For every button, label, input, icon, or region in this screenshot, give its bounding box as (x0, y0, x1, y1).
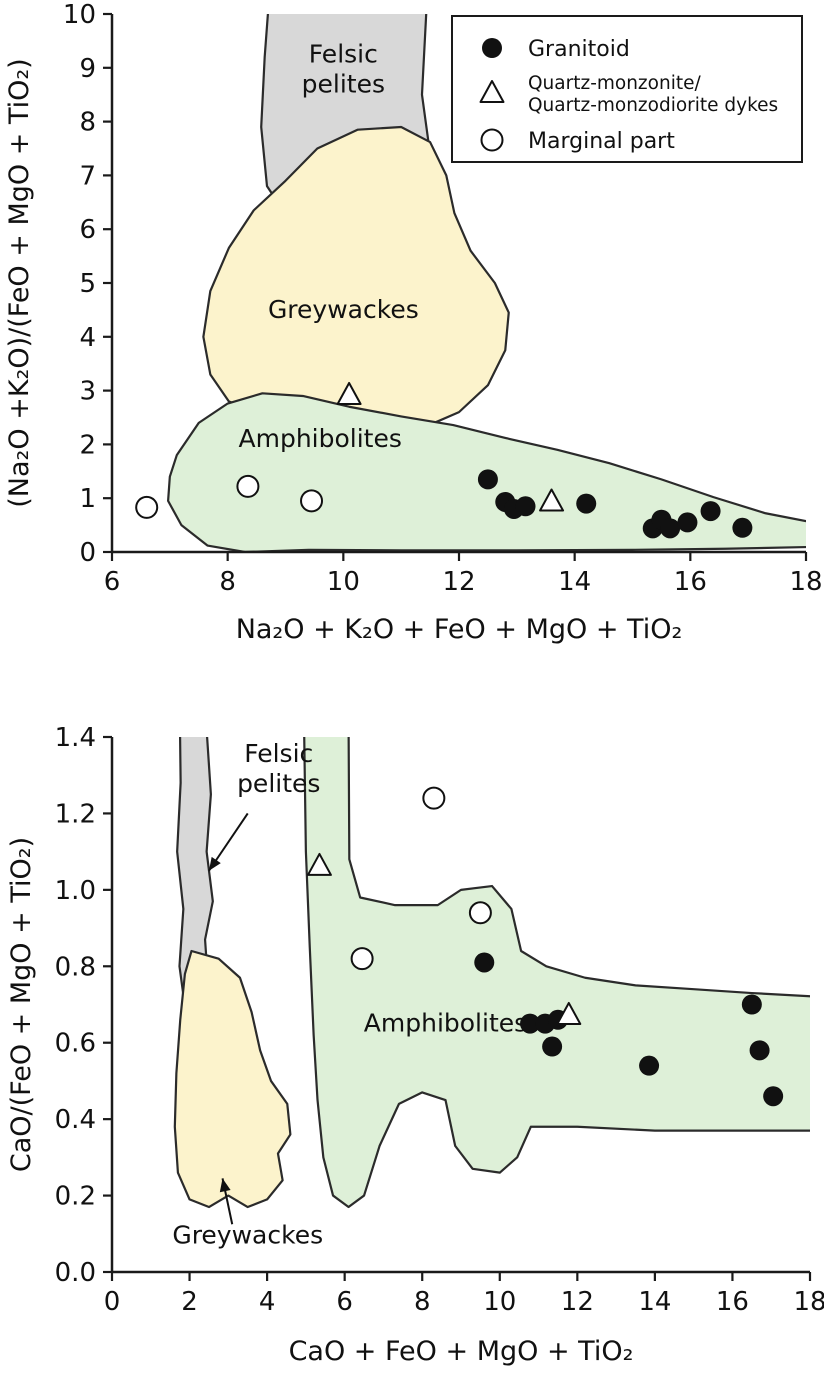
felsic-pelites-label: Felsic (309, 39, 378, 68)
y-tick-label: 0.8 (55, 952, 96, 982)
granitoid-point (477, 469, 498, 490)
marginal-point (300, 489, 324, 513)
y-tick-label: 2 (79, 430, 96, 460)
x-tick-label: 10 (483, 1287, 516, 1317)
x-axis-title: Na₂O + K₂O + FeO + MgO + TiO₂ (236, 614, 683, 645)
dykes-point (306, 852, 332, 876)
x-tick-label: 12 (442, 567, 475, 597)
y-tick-label: 0.2 (55, 1182, 96, 1212)
marginal-point (422, 786, 446, 810)
x-tick-label: 4 (259, 1287, 276, 1317)
x-tick-label: 8 (414, 1287, 431, 1317)
granitoid-point (520, 1013, 541, 1034)
granitoid-point (639, 1055, 660, 1076)
x-tick-label: 6 (336, 1287, 353, 1317)
region-amphibolites (303, 737, 810, 1209)
granitoid-point (763, 1086, 784, 1107)
region-amphibolites (166, 392, 806, 552)
granitoid-point (732, 517, 753, 538)
y-tick-label: 5 (79, 269, 96, 299)
marginal-point (468, 901, 492, 925)
x-tick-label: 16 (674, 567, 707, 597)
y-tick-label: 3 (79, 377, 96, 407)
granitoid-point (700, 501, 721, 522)
x-axis-title: CaO + FeO + MgO + TiO₂ (289, 1336, 634, 1367)
x-tick-label: 16 (716, 1287, 749, 1317)
x-tick-label: 8 (219, 567, 236, 597)
y-tick-label: 7 (79, 161, 96, 191)
legend-granitoid-label: Granitoid (528, 37, 630, 62)
x-tick-label: 12 (561, 1287, 594, 1317)
regions-layer (173, 737, 810, 1209)
y-tick-label: 4 (79, 323, 96, 353)
granitoid-point (542, 1036, 563, 1057)
felsic-pelites-label: pelites (302, 69, 385, 98)
x-tick-label: 14 (638, 1287, 671, 1317)
felsic-pelites-annotation: pelites (237, 769, 320, 798)
dykes-point (336, 381, 362, 405)
felsic-pelites-annotation-arrow-head (208, 856, 221, 871)
x-tick-label: 14 (558, 567, 591, 597)
legend-dykes-marker (479, 80, 505, 103)
marginal-point (236, 474, 260, 498)
amphibolites-label: Amphibolites (239, 424, 402, 453)
granitoid-point (660, 518, 681, 539)
x-tick-label: 10 (327, 567, 360, 597)
legend-dykes-label: Quartz-monzodiorite dykes (528, 95, 778, 116)
y-tick-label: 0.4 (55, 1105, 96, 1135)
y-tick-label: 9 (79, 54, 96, 84)
region-greywackes (202, 125, 510, 434)
y-tick-label: 0 (79, 538, 96, 568)
x-tick-label: 18 (789, 567, 822, 597)
legend-marginal-marker (480, 128, 504, 152)
y-axis-title: CaO/(FeO + MgO + TiO₂) (6, 837, 37, 1172)
granitoid-point (576, 493, 597, 514)
greywackes-annotation-arrow-head (219, 1178, 231, 1193)
legend-marginal-label: Marginal part (528, 129, 675, 154)
dykes-point (556, 1001, 582, 1025)
greywackes-label: Greywackes (268, 295, 419, 324)
granitoid-point (741, 994, 762, 1015)
greywackes-annotation: Greywackes (172, 1220, 323, 1249)
y-tick-label: 1.4 (55, 723, 96, 753)
x-tick-label: 6 (104, 567, 121, 597)
dykes-point (539, 488, 565, 512)
region-greywackes (173, 949, 292, 1209)
x-tick-label: 2 (181, 1287, 198, 1317)
y-tick-label: 6 (79, 215, 96, 245)
y-tick-label: 0.0 (55, 1258, 96, 1288)
legend-box (451, 15, 803, 163)
granitoid-point (749, 1040, 770, 1061)
amphibolites-label: Amphibolites (364, 1008, 527, 1037)
legend-dykes-label: Quartz-monzonite/ (528, 73, 701, 94)
marginal-point (350, 947, 374, 971)
marginal-point (135, 495, 159, 519)
legend-granitoid-marker (482, 38, 502, 58)
felsic-pelites-annotation: Felsic (244, 739, 313, 768)
granitoid-point (515, 496, 536, 517)
y-tick-label: 1.0 (55, 876, 96, 906)
y-tick-label: 0.6 (55, 1029, 96, 1059)
y-tick-label: 8 (79, 108, 96, 138)
x-tick-label: 0 (104, 1287, 121, 1317)
y-axis-title: (Na₂O +K₂O)/(FeO + MgO + TiO₂) (4, 58, 35, 507)
granitoid-point (474, 952, 495, 973)
y-tick-label: 1 (79, 484, 96, 514)
y-tick-label: 10 (63, 0, 96, 30)
x-tick-label: 18 (793, 1287, 824, 1317)
granitoid-point (677, 512, 698, 533)
y-tick-label: 1.2 (55, 799, 96, 829)
